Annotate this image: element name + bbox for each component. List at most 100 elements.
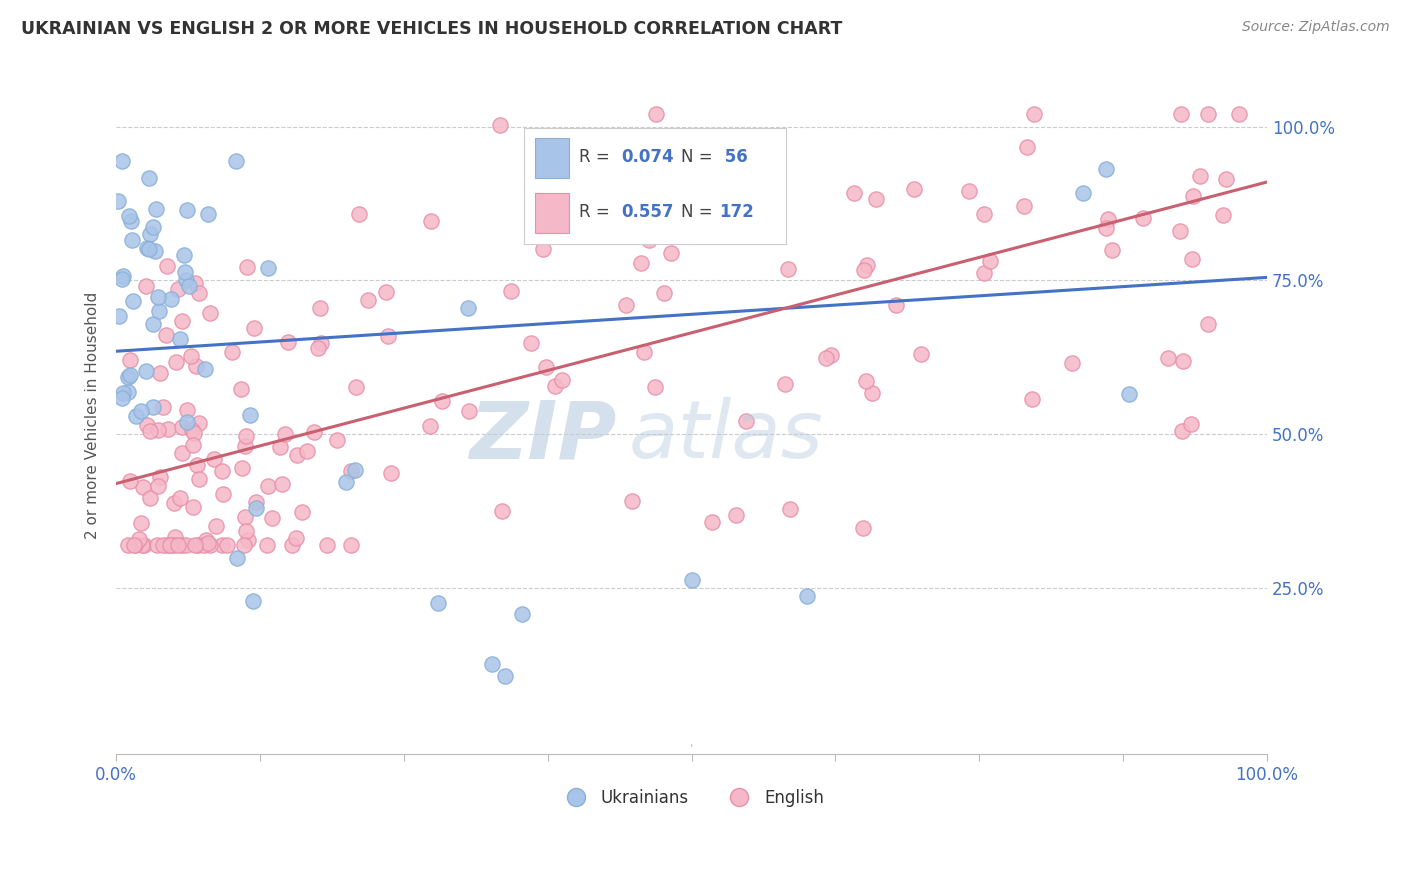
Point <box>245 495 267 509</box>
Point <box>148 304 170 318</box>
Point <box>1197 317 1219 331</box>
Point <box>347 207 370 221</box>
Point <box>979 254 1001 268</box>
Point <box>654 285 676 300</box>
Point <box>544 378 567 392</box>
Point <box>659 245 682 260</box>
Point <box>865 192 887 206</box>
Text: UKRAINIAN VS ENGLISH 2 OR MORE VEHICLES IN HOUSEHOLD CORRELATION CHART: UKRAINIAN VS ENGLISH 2 OR MORE VEHICLES … <box>21 20 842 37</box>
Point <box>633 344 655 359</box>
Point <box>211 538 233 552</box>
Point <box>534 359 557 374</box>
Point <box>273 426 295 441</box>
Point <box>156 538 179 552</box>
Point <box>277 334 299 349</box>
Point <box>242 593 264 607</box>
Point <box>291 504 314 518</box>
Point <box>211 464 233 478</box>
Point <box>194 361 217 376</box>
Point <box>1227 107 1250 121</box>
Point <box>146 538 169 552</box>
Point <box>170 420 193 434</box>
Point <box>184 538 207 552</box>
Text: N =: N = <box>682 203 718 221</box>
Point <box>844 186 866 200</box>
Point <box>198 538 221 552</box>
Point <box>181 500 204 514</box>
Point <box>176 403 198 417</box>
Point <box>232 538 254 552</box>
Point <box>111 269 134 284</box>
Point <box>1021 392 1043 407</box>
Point <box>1071 186 1094 200</box>
Point <box>117 209 139 223</box>
Point <box>143 244 166 259</box>
Point <box>117 385 139 400</box>
Point <box>132 480 155 494</box>
Point <box>169 491 191 506</box>
Point <box>156 259 179 273</box>
Point <box>110 391 132 405</box>
Point <box>550 373 572 387</box>
Point <box>120 474 142 488</box>
Point <box>181 423 204 437</box>
Point <box>120 352 142 367</box>
Point <box>1017 139 1039 153</box>
Point <box>212 487 235 501</box>
Point <box>239 408 262 422</box>
Point <box>432 394 454 409</box>
Point <box>128 532 150 546</box>
Text: R =: R = <box>579 148 616 167</box>
Point <box>1024 107 1046 121</box>
Point <box>778 262 800 277</box>
Point <box>316 538 339 552</box>
Point <box>167 538 190 552</box>
Point <box>142 317 165 331</box>
Point <box>110 272 132 286</box>
Point <box>257 479 280 493</box>
Point <box>1132 211 1154 226</box>
Point <box>302 425 325 439</box>
Point <box>637 233 659 247</box>
Text: N =: N = <box>682 148 718 167</box>
Point <box>340 538 363 552</box>
Point <box>614 298 637 312</box>
Point <box>107 194 129 209</box>
Point <box>122 293 145 308</box>
Point <box>311 336 333 351</box>
Point <box>494 669 516 683</box>
Point <box>139 227 162 242</box>
Point <box>231 461 253 475</box>
Point <box>174 538 197 552</box>
Point <box>183 425 205 440</box>
Point <box>709 182 731 196</box>
Point <box>202 451 225 466</box>
Point <box>176 273 198 287</box>
Point <box>735 414 758 428</box>
Point <box>645 107 668 121</box>
Point <box>132 538 155 552</box>
Point <box>531 242 554 256</box>
Point <box>152 401 174 415</box>
Point <box>166 282 188 296</box>
Point <box>271 477 294 491</box>
Point <box>260 511 283 525</box>
Point <box>197 536 219 550</box>
Point <box>285 448 308 462</box>
Point <box>957 184 980 198</box>
Point <box>491 504 513 518</box>
Point <box>796 589 818 603</box>
Point <box>138 243 160 257</box>
Point <box>1180 417 1202 432</box>
Point <box>681 573 703 587</box>
Point <box>122 538 145 552</box>
Point <box>702 515 724 529</box>
Point <box>225 551 247 566</box>
Point <box>457 301 479 315</box>
Point <box>235 428 257 442</box>
Point <box>630 256 652 270</box>
Point <box>644 380 666 394</box>
Text: atlas: atlas <box>628 397 823 475</box>
Point <box>512 607 534 621</box>
Point <box>775 376 797 391</box>
